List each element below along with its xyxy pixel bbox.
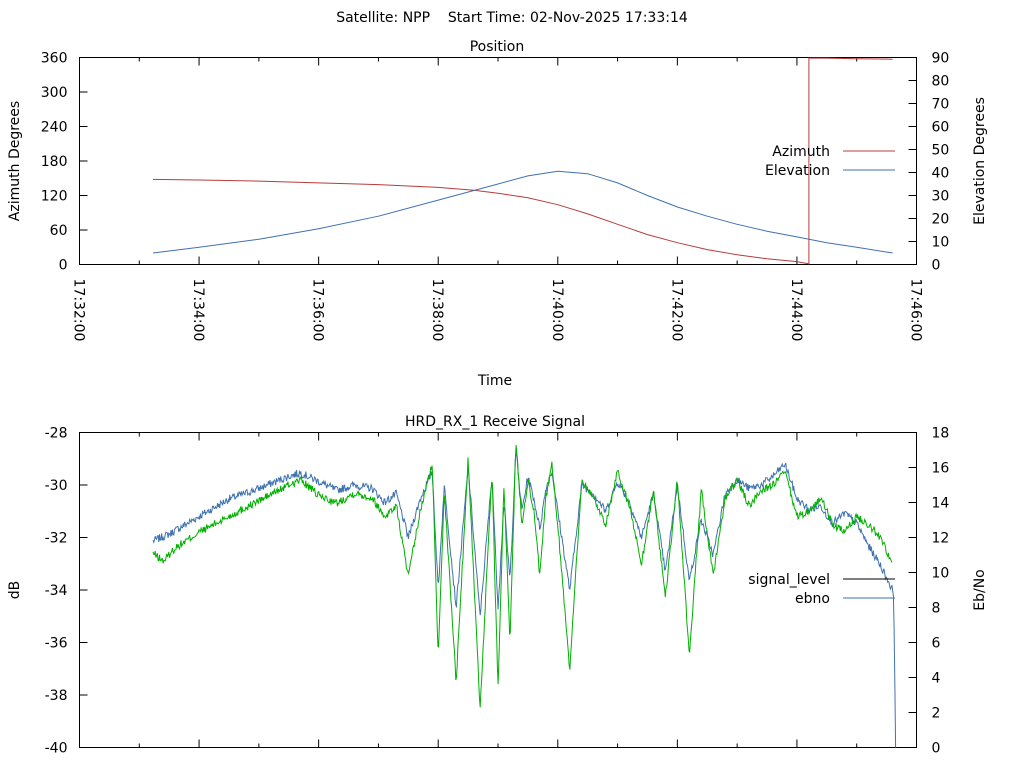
page-title: Satellite: NPP Start Time: 02-Nov-2025 1…: [336, 10, 688, 26]
y2-tick-label: 8: [932, 601, 941, 617]
y2-tick-label: 10: [932, 235, 950, 251]
y-tick-label: 0: [59, 258, 68, 274]
x-tick-label: 17:36:00: [310, 279, 326, 342]
y2-tick-label: 50: [932, 143, 950, 159]
y-tick-label: 240: [41, 120, 68, 136]
y2-tick-label: 30: [932, 189, 950, 205]
position-plot-frame: [79, 57, 917, 265]
position-y2-axis-label: Elevation Degrees: [972, 97, 988, 225]
legend-label-elevation: Elevation: [765, 163, 830, 179]
y2-tick-label: 2: [932, 706, 941, 722]
y2-tick-label: 12: [932, 531, 950, 547]
y-tick-label: 60: [50, 223, 68, 239]
signal-plot-frame: [79, 432, 917, 748]
y-tick-label: -38: [45, 688, 68, 704]
y-tick-label: 180: [41, 154, 68, 170]
y-tick-label: 300: [41, 85, 68, 101]
y-tick-label: 360: [41, 51, 68, 67]
y2-tick-label: 60: [932, 120, 950, 136]
position-y-axis-label: Azimuth Degrees: [7, 101, 23, 221]
x-tick-label: 17:42:00: [668, 279, 684, 342]
legend-label-azimuth: Azimuth: [772, 144, 830, 160]
position-chart: Position 0 60 120 180 240 300 360 0 10 20 30 40 50 6…: [7, 39, 988, 389]
signal-y-axis-label: dB: [7, 581, 23, 600]
x-tick-label: 17:46:00: [908, 279, 924, 342]
y2-tick-label: 14: [932, 496, 950, 512]
y-tick-label: -40: [45, 741, 68, 757]
y2-tick-label: 4: [932, 671, 941, 687]
x-tick-label: 17:38:00: [429, 279, 445, 342]
signal-chart-title: HRD_RX_1 Receive Signal: [405, 414, 585, 430]
y2-tick-label: 0: [932, 258, 941, 274]
y2-tick-label: 70: [932, 97, 950, 113]
y-tick-label: -36: [45, 636, 68, 652]
series-ebno: [152, 452, 897, 748]
y2-tick-label: 90: [932, 51, 950, 67]
x-tick-label: 17:40:00: [549, 279, 565, 342]
position-legend: Azimuth Elevation: [765, 144, 895, 179]
legend-label-ebno: ebno: [795, 591, 830, 607]
y2-tick-label: 0: [932, 741, 941, 757]
x-tick-label: 17:44:00: [788, 279, 804, 342]
y-tick-label: -34: [45, 583, 68, 599]
y2-tick-label: 40: [932, 166, 950, 182]
series-elevation: [152, 170, 893, 254]
position-chart-title: Position: [470, 39, 525, 55]
signal-y2-axis-label: Eb/No: [972, 569, 988, 611]
series-azimuth: [152, 57, 893, 265]
y2-tick-label: 16: [932, 461, 950, 477]
y-tick-label: -28: [45, 426, 68, 442]
y2-tick-label: 10: [932, 566, 950, 582]
series-signal-level: [152, 445, 893, 708]
y-tick-label: -32: [45, 531, 68, 547]
y-tick-label: 120: [41, 189, 68, 205]
y-tick-label: -30: [45, 478, 68, 494]
y2-tick-label: 18: [932, 426, 950, 442]
y2-tick-label: 20: [932, 212, 950, 228]
y2-tick-label: 80: [932, 74, 950, 90]
y2-tick-label: 6: [932, 636, 941, 652]
receive-signal-chart: HRD_RX_1 Receive Signal -40 -38 -36 -34 -32 -…: [7, 414, 988, 757]
x-tick-label: 17:32:00: [71, 279, 87, 342]
position-x-axis-label: Time: [477, 373, 512, 389]
legend-label-signal-level: signal_level: [748, 572, 830, 588]
x-tick-label: 17:34:00: [190, 279, 206, 342]
signal-legend: signal_level ebno: [748, 572, 895, 607]
